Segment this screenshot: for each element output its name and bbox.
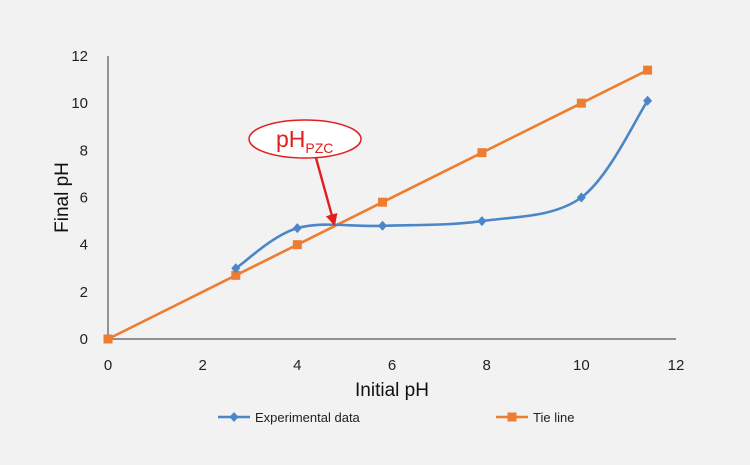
x-tick-label: 0 bbox=[104, 357, 112, 374]
legend-label: Experimental data bbox=[255, 410, 361, 425]
data-point-tie-line bbox=[643, 65, 653, 75]
data-point-experimental-data bbox=[477, 216, 487, 227]
annotation-label: pHPZC bbox=[276, 126, 333, 156]
data-point-experimental-data bbox=[576, 192, 586, 203]
y-tick-label: 8 bbox=[80, 142, 88, 159]
x-axis-title: Initial pH bbox=[355, 380, 429, 401]
data-point-tie-line bbox=[477, 148, 487, 158]
data-point-tie-line bbox=[103, 334, 113, 344]
series-experimental-data bbox=[231, 95, 653, 274]
x-tick-label: 10 bbox=[573, 357, 590, 374]
legend-layer: Experimental data Tie line bbox=[218, 410, 574, 425]
legend-swatch-marker bbox=[229, 412, 239, 422]
y-tick-label: 2 bbox=[80, 284, 88, 301]
annotation-main-text: pH bbox=[276, 126, 305, 152]
legend-item-experimental-data: Experimental data bbox=[218, 410, 361, 425]
data-point-experimental-data bbox=[378, 220, 388, 231]
x-tick-label: 2 bbox=[198, 357, 206, 374]
x-tick-label: 4 bbox=[293, 357, 301, 374]
y-tick-label: 0 bbox=[80, 331, 88, 348]
y-tick-label: 6 bbox=[80, 190, 88, 207]
data-point-tie-line bbox=[292, 240, 302, 250]
x-tick-label: 6 bbox=[388, 357, 396, 374]
legend-swatch-marker bbox=[507, 412, 517, 422]
data-point-experimental-data bbox=[292, 223, 302, 234]
y-tick-label: 4 bbox=[80, 237, 88, 254]
x-tick-label: 12 bbox=[668, 357, 685, 374]
series-layer bbox=[103, 65, 653, 344]
annotation-layer: pHPZC bbox=[248, 119, 362, 227]
data-point-experimental-data bbox=[231, 263, 241, 274]
annotation-subscript-text: PZC bbox=[305, 140, 333, 156]
axes-layer: 0 2 4 6 8 10 12 0 2 4 6 8 10 12 Initial pH Final pH bbox=[52, 48, 684, 401]
y-tick-label: 10 bbox=[71, 95, 88, 112]
data-point-experimental-data bbox=[643, 95, 653, 106]
legend-item-tie-line: Tie line bbox=[496, 410, 574, 425]
data-point-tie-line bbox=[576, 98, 586, 108]
data-point-tie-line bbox=[231, 270, 241, 280]
y-tick-label: 12 bbox=[71, 48, 88, 65]
y-axis-title: Final pH bbox=[52, 162, 73, 233]
data-point-tie-line bbox=[378, 197, 388, 207]
annotation-ellipse bbox=[248, 119, 362, 159]
x-tick-label: 8 bbox=[482, 357, 490, 374]
series-tie-line bbox=[103, 65, 653, 344]
annotation-arrow bbox=[314, 157, 338, 227]
legend-label: Tie line bbox=[533, 410, 574, 425]
